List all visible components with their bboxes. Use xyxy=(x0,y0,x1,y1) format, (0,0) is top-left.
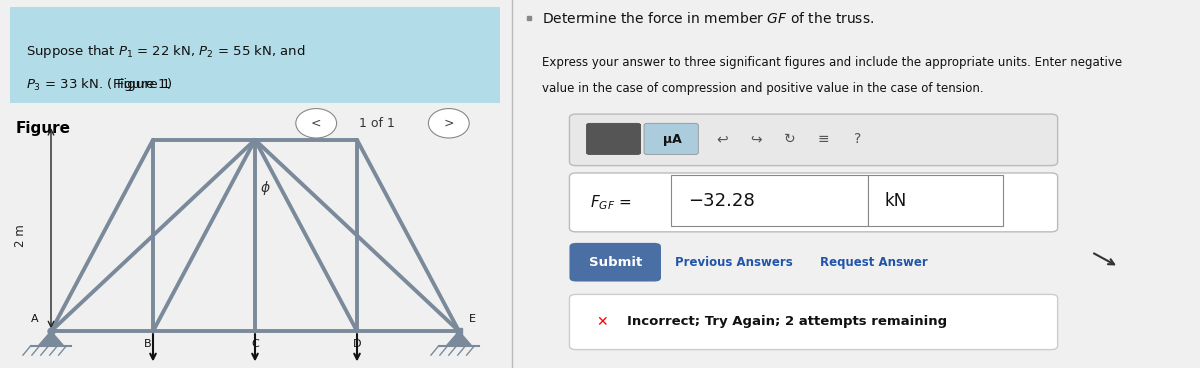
Text: ↩: ↩ xyxy=(716,132,728,146)
Text: $F_{GF}$ =: $F_{GF}$ = xyxy=(590,193,631,212)
Text: Express your answer to three significant figures and include the appropriate uni: Express your answer to three significant… xyxy=(542,56,1122,69)
Text: Previous Answers: Previous Answers xyxy=(674,255,792,269)
Text: Figure 1: Figure 1 xyxy=(118,78,170,91)
Text: >: > xyxy=(444,117,454,130)
Text: E: E xyxy=(469,314,476,324)
Circle shape xyxy=(296,109,336,138)
Text: kN: kN xyxy=(884,192,907,209)
Text: $\phi$: $\phi$ xyxy=(260,179,271,197)
FancyBboxPatch shape xyxy=(570,294,1057,350)
Text: 2 m: 2 m xyxy=(14,224,26,247)
Text: Request Answer: Request Answer xyxy=(821,255,928,269)
Text: Submit: Submit xyxy=(589,255,642,269)
FancyBboxPatch shape xyxy=(671,175,868,226)
Text: <: < xyxy=(311,117,322,130)
FancyBboxPatch shape xyxy=(644,123,698,155)
Text: μA: μA xyxy=(664,132,682,146)
Text: ✕: ✕ xyxy=(596,315,608,329)
FancyBboxPatch shape xyxy=(570,114,1057,166)
Text: A: A xyxy=(31,314,38,324)
Polygon shape xyxy=(38,331,64,346)
Polygon shape xyxy=(446,331,472,346)
Text: $P_3$ = 33 kN. (Figure 1): $P_3$ = 33 kN. (Figure 1) xyxy=(25,76,172,93)
Text: ↪: ↪ xyxy=(750,132,762,146)
Text: ≡: ≡ xyxy=(818,132,829,146)
Text: ?: ? xyxy=(854,132,862,146)
FancyBboxPatch shape xyxy=(570,243,661,282)
FancyBboxPatch shape xyxy=(587,123,641,155)
Text: −32.28: −32.28 xyxy=(688,192,755,209)
FancyBboxPatch shape xyxy=(10,7,500,103)
Text: value in the case of compression and positive value in the case of tension.: value in the case of compression and pos… xyxy=(542,82,984,95)
FancyBboxPatch shape xyxy=(868,175,1003,226)
Circle shape xyxy=(428,109,469,138)
Text: Suppose that $P_1$ = 22 kN, $P_2$ = 55 kN, and: Suppose that $P_1$ = 22 kN, $P_2$ = 55 k… xyxy=(25,43,305,60)
Text: Figure: Figure xyxy=(16,121,71,137)
Text: ↻: ↻ xyxy=(784,132,796,146)
Text: B: B xyxy=(144,339,151,348)
Text: 1 of 1: 1 of 1 xyxy=(360,117,395,130)
FancyBboxPatch shape xyxy=(570,173,1057,232)
Text: D: D xyxy=(353,339,361,348)
Text: C: C xyxy=(251,339,259,348)
Text: Determine the force in member $GF$ of the truss.: Determine the force in member $GF$ of th… xyxy=(542,11,875,26)
Text: Incorrect; Try Again; 2 attempts remaining: Incorrect; Try Again; 2 attempts remaini… xyxy=(628,315,947,329)
